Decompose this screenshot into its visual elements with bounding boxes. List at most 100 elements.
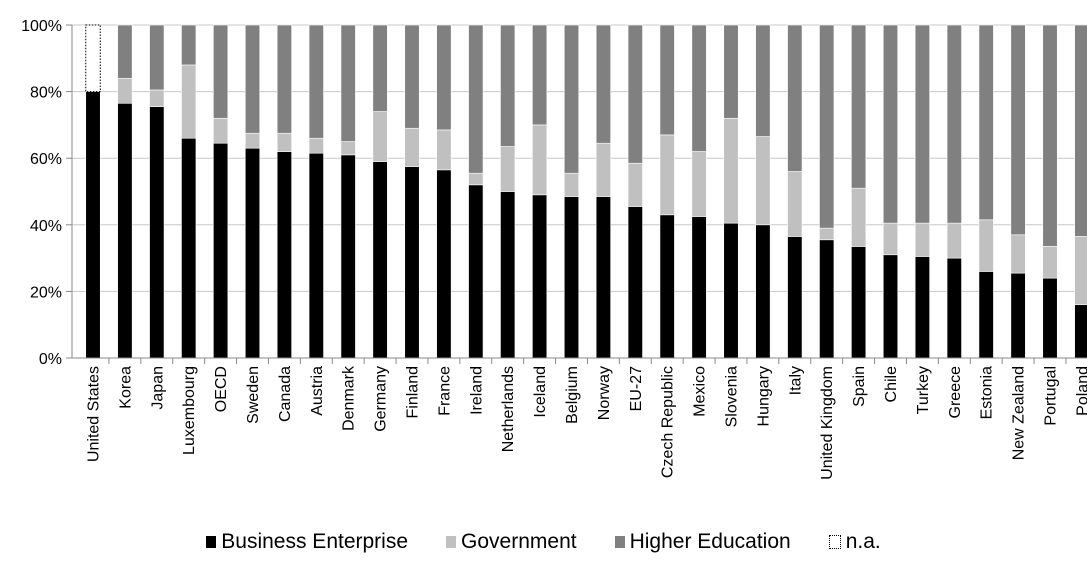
bar-segment-business-enterprise: [244, 147, 261, 359]
bar-segment-higher-education: [819, 24, 835, 229]
bar-segment-government: [372, 111, 388, 162]
x-tick-label: Iceland: [532, 366, 549, 418]
bar-segment-government: [723, 117, 739, 224]
x-tick-label: Luxembourg: [181, 366, 198, 455]
bar-segment-government: [851, 187, 867, 247]
bar-segment-higher-education: [723, 24, 739, 119]
bar-segment-higher-education: [851, 24, 867, 189]
bar-segment-higher-education: [117, 24, 133, 79]
bar-segment-higher-education: [149, 24, 165, 91]
legend-item: Business Enterprise: [206, 530, 408, 554]
bar-segment-higher-education: [627, 24, 643, 164]
bar-segment-business-enterprise: [500, 191, 516, 359]
legend-item: Higher Education: [614, 530, 791, 554]
bar-segment-government: [213, 117, 229, 144]
bar-segment-government: [1042, 246, 1058, 279]
x-tick-label: New Zealand: [1011, 366, 1028, 460]
bar-segment-business-enterprise: [882, 254, 899, 359]
bar-segment-government: [308, 137, 324, 154]
x-tick-label: Canada: [277, 366, 294, 422]
bar-segment-government: [181, 64, 197, 139]
bar-segment-business-enterprise: [851, 246, 867, 359]
legend-label: n.a.: [845, 530, 881, 553]
bar-segment-higher-education: [372, 24, 388, 112]
bar-segment-government: [1074, 236, 1087, 306]
bar-segment-business-enterprise: [117, 102, 133, 359]
x-tick-label: Poland: [1074, 366, 1087, 416]
bar-segment-business-enterprise: [404, 166, 420, 359]
x-tick-label: Spain: [851, 366, 868, 407]
x-tick-label: Norway: [596, 366, 613, 420]
bar-segment-business-enterprise: [819, 239, 835, 359]
bar-segment-government: [340, 141, 356, 156]
bar-segment-higher-education: [1010, 24, 1026, 236]
bar-segment-higher-education: [340, 24, 356, 142]
bar-segment-government: [149, 89, 165, 107]
bar-segment-business-enterprise: [468, 184, 484, 359]
bar-segment-business-enterprise: [436, 169, 452, 359]
bar-segment-higher-education: [659, 24, 675, 136]
bar-segment-government: [691, 151, 707, 217]
x-tick-label: Greece: [947, 366, 964, 419]
bar-segment-government: [978, 219, 994, 272]
bar-segment-higher-education: [404, 24, 420, 129]
bar-segment-higher-education: [244, 24, 261, 134]
legend-item: n.a.: [828, 530, 881, 554]
bars: [85, 24, 1087, 359]
x-tick-label: Slovenia: [724, 366, 741, 427]
y-tick-label: 60%: [30, 151, 62, 168]
bar-segment-business-enterprise: [372, 161, 388, 359]
x-tick-label: Italy: [787, 366, 804, 395]
legend-item: Government: [446, 530, 577, 554]
bar-segment-higher-education: [978, 24, 994, 221]
x-tick-label: Denmark: [341, 365, 358, 431]
bar-segment-business-enterprise: [213, 142, 229, 359]
bar-segment-business-enterprise: [659, 214, 675, 359]
x-tick-label: Estonia: [979, 366, 996, 419]
x-axis: United States Korea Japan Luxembourg OECD Swe…: [72, 357, 1087, 480]
bar-segment-government: [500, 146, 516, 192]
bar-segment-government: [755, 136, 771, 226]
bar-segment-government: [276, 132, 292, 152]
bar-segment-government: [244, 132, 261, 149]
bar-segment-higher-education: [787, 24, 803, 172]
bar-segment-business-enterprise: [723, 222, 739, 359]
bar-segment-government: [946, 222, 962, 259]
x-tick-label: Portugal: [1043, 366, 1060, 426]
bar-segment-business-enterprise: [1074, 304, 1087, 359]
x-tick-label: Finland: [405, 366, 422, 418]
bar-segment-government: [914, 222, 930, 257]
legend-swatch: [446, 536, 457, 548]
bar-segment-higher-education: [914, 24, 930, 224]
bar-segment-higher-education: [436, 24, 452, 131]
x-tick-label: France: [436, 366, 453, 416]
stacked-bar-chart: 0% 20% 40% 60% 80% 100% United States Korea Jap…: [21, 18, 1087, 480]
bar-segment-government: [819, 227, 835, 241]
bar-segment-higher-education: [468, 24, 484, 174]
y-tick-label: 100%: [21, 18, 62, 35]
bar-segment-higher-education: [500, 24, 516, 147]
bar-segment-higher-education: [308, 24, 324, 139]
bar-segment-higher-education: [276, 24, 292, 134]
bar-segment-government: [595, 142, 611, 197]
bar-segment-government: [659, 134, 675, 216]
y-tick-label: 0%: [39, 351, 62, 368]
bar-segment-higher-education: [563, 24, 580, 174]
x-tick-label: Sweden: [245, 366, 262, 424]
bar-segment-business-enterprise: [532, 194, 548, 359]
y-tick-label: 20%: [30, 284, 62, 301]
bar-segment-business-enterprise: [691, 216, 707, 359]
x-tick-label: Hungary: [755, 366, 772, 426]
bar-segment-business-enterprise: [181, 137, 197, 359]
bar-segment-government: [117, 77, 133, 104]
bar-segment-government: [787, 171, 803, 237]
x-tick-label: Korea: [117, 366, 134, 409]
x-tick-label: Ireland: [468, 366, 485, 415]
bar-segment-higher-education: [946, 24, 962, 224]
y-tick-label: 80%: [30, 85, 62, 102]
bar-segment-n-a: [85, 24, 101, 93]
bar-segment-government: [468, 172, 484, 186]
legend-swatch: [206, 536, 217, 548]
x-tick-label: Chile: [883, 366, 900, 403]
x-tick-label: EU-27: [628, 366, 645, 411]
